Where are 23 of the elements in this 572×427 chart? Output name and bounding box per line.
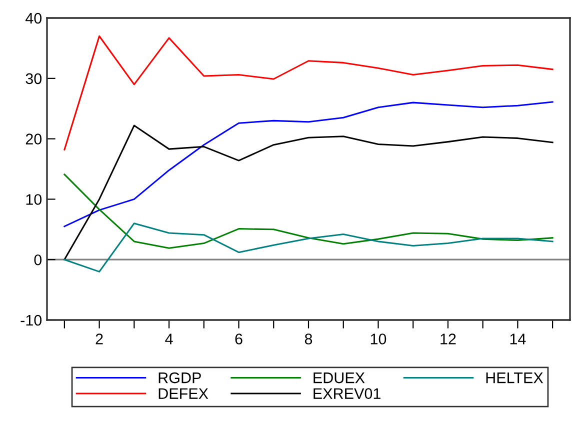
- line-series: [64, 222, 554, 272]
- line-series: [64, 35, 554, 150]
- line-series: [64, 174, 554, 249]
- x-tick-label: 12: [440, 334, 456, 344]
- line-series: [64, 101, 554, 228]
- y-tick-label: 10: [26, 194, 42, 205]
- y-tick-label: 40: [26, 12, 42, 24]
- x-tick-label: 6: [235, 334, 242, 344]
- x-tick-label: 4: [165, 334, 173, 344]
- y-tick-label: 20: [26, 134, 42, 144]
- x-tick-label: 2: [96, 334, 103, 344]
- y-tick-label: 30: [26, 73, 42, 84]
- x-tick-label: 14: [510, 334, 526, 344]
- legend-label: RGDP: [158, 372, 201, 384]
- x-tick-label: 8: [304, 334, 312, 344]
- y-tick-label: -10: [20, 314, 42, 326]
- legend-label: EDUEX: [314, 372, 365, 384]
- legend-label: EXREV01: [314, 388, 380, 399]
- line-series: [64, 124, 554, 260]
- legend-label: DEFEX: [158, 388, 208, 399]
- y-tick-label: 0: [34, 254, 42, 266]
- x-tick-label: 10: [370, 334, 386, 344]
- legend-label: HELTEX: [486, 372, 544, 384]
